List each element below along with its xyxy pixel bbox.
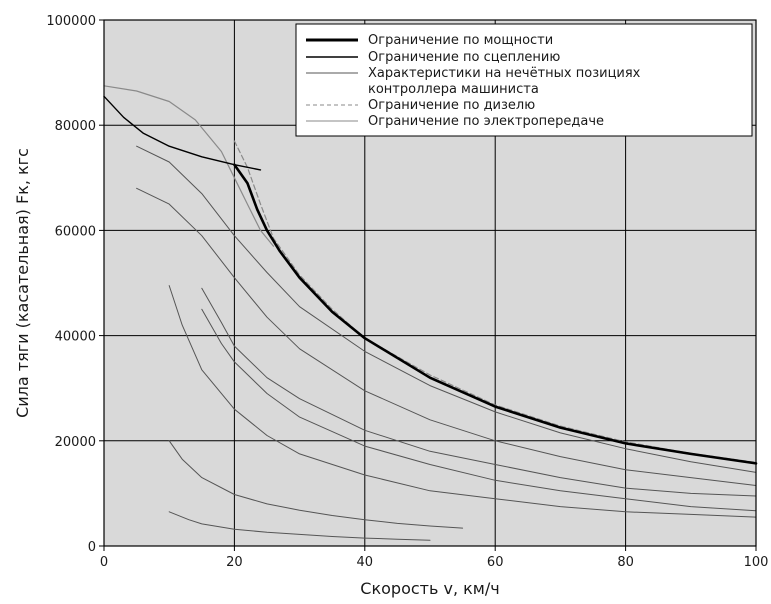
y-tick-label: 0 xyxy=(88,540,96,555)
x-tick-label: 60 xyxy=(487,555,504,570)
x-axis-label: Скорость v, км/ч xyxy=(360,579,499,598)
series-line xyxy=(168,285,757,518)
series-layer xyxy=(103,85,758,541)
y-tick-label: 80000 xyxy=(55,119,96,134)
y-tick-label: 100000 xyxy=(46,14,96,29)
legend-label: Ограничение по дизелю xyxy=(368,98,535,113)
plot-frame xyxy=(103,19,757,547)
series-line xyxy=(201,308,757,512)
series-line xyxy=(168,511,431,541)
legend-label: Ограничение по мощности xyxy=(368,33,553,48)
legend-label-line: Характеристики на нечётных позициях xyxy=(368,66,641,81)
series-line xyxy=(168,440,464,529)
x-tick-label: 80 xyxy=(617,555,634,570)
y-tick-label: 40000 xyxy=(55,330,96,345)
legend: Ограничение по мощности Ограничение по сц… xyxy=(295,23,753,137)
series-line xyxy=(136,145,757,473)
y-tick-label: 60000 xyxy=(55,224,96,239)
x-tick-label: 0 xyxy=(100,555,108,570)
ticks: 0 20 40 60 80 100 0 20000 40000 60000 80000 100000 xyxy=(46,14,768,570)
x-tick-label: 100 xyxy=(744,555,769,570)
series-line xyxy=(136,187,757,486)
series-line xyxy=(201,287,757,497)
legend-label-line: контроллера машиниста xyxy=(368,82,539,97)
legend-label: Ограничение по электропередаче xyxy=(368,114,604,129)
x-tick-label: 20 xyxy=(226,555,243,570)
legend-label: Ограничение по сцеплению xyxy=(368,50,560,65)
x-tick-label: 40 xyxy=(357,555,374,570)
legend-label: Характеристики на нечётных позициях контр… xyxy=(368,66,641,97)
y-tick-label: 20000 xyxy=(55,435,96,450)
legend-box xyxy=(295,23,753,137)
y-axis-label: Сила тяги (касательная) Fк, кгс xyxy=(13,148,32,418)
series-line xyxy=(103,85,275,247)
series-line xyxy=(233,163,758,465)
